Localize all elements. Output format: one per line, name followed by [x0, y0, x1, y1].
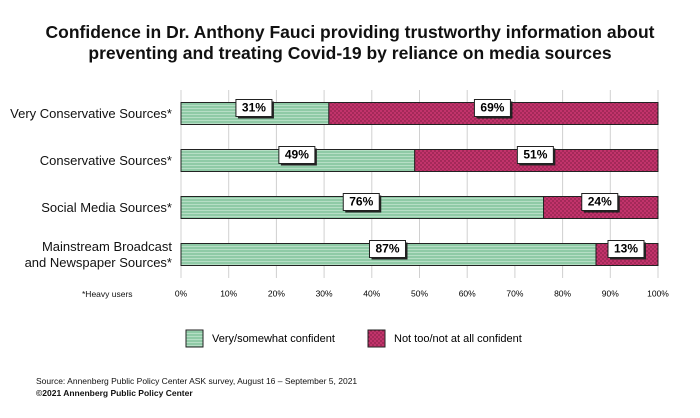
x-tick-label: 40%: [363, 288, 380, 298]
chart-title: Confidence in Dr. Anthony Fauci providin…: [45, 22, 655, 63]
value-label-box: 31%: [235, 99, 274, 119]
label-bg: [235, 99, 273, 117]
label-bg: [607, 240, 645, 258]
y-tick-label: Mainstream Broadcast and Newspaper Sourc…: [24, 238, 172, 270]
value-label-box: 51%: [516, 146, 556, 166]
x-tick-label: 20%: [268, 288, 285, 298]
value-label: 51%: [523, 148, 547, 162]
value-label-box: 24%: [581, 193, 620, 213]
value-label-box: 49%: [278, 146, 317, 166]
source: Source: Annenberg Public Policy Center A…: [36, 376, 358, 386]
copyright: ©2021 Annenberg Public Policy Center: [36, 388, 193, 398]
value-label-box: 69%: [473, 99, 513, 119]
value-label-box: 13%: [607, 240, 646, 260]
legend-swatch: [367, 329, 386, 348]
x-tick-label: 100%: [647, 288, 669, 298]
x-tick-label: 10%: [220, 288, 237, 298]
x-tick-label: 90%: [602, 288, 619, 298]
y-tick-label: Social Media Sources*: [41, 199, 172, 215]
legend-label: Very/somewhat confident: [212, 333, 335, 345]
x-tick-label: 0%: [175, 288, 188, 298]
value-label: 31%: [242, 101, 266, 115]
label-bg: [581, 193, 619, 211]
y-tick-label: Conservative Sources*: [39, 152, 172, 168]
footnote: *Heavy users: [82, 289, 133, 299]
label-bg: [516, 146, 554, 164]
x-tick-label: 80%: [554, 288, 571, 298]
y-tick-label: Very Conservative Sources*: [10, 105, 172, 121]
value-label-box: 76%: [342, 193, 382, 213]
value-label: 24%: [588, 195, 612, 209]
value-label: 76%: [349, 195, 373, 209]
label-bg: [278, 146, 316, 164]
label-bg: [473, 99, 511, 117]
value-label: 87%: [375, 242, 399, 256]
label-bg: [342, 193, 380, 211]
x-tick-label: 30%: [316, 288, 333, 298]
x-tick-label: 60%: [459, 288, 476, 298]
value-label: 49%: [285, 148, 309, 162]
value-label: 13%: [614, 242, 638, 256]
legend-label: Not too/not at all confident: [394, 333, 522, 345]
value-label: 69%: [480, 101, 504, 115]
legend-swatch: [185, 329, 204, 348]
label-bg: [368, 240, 406, 258]
x-tick-label: 50%: [411, 288, 428, 298]
x-tick-label: 70%: [506, 288, 523, 298]
value-label-box: 87%: [368, 240, 408, 260]
